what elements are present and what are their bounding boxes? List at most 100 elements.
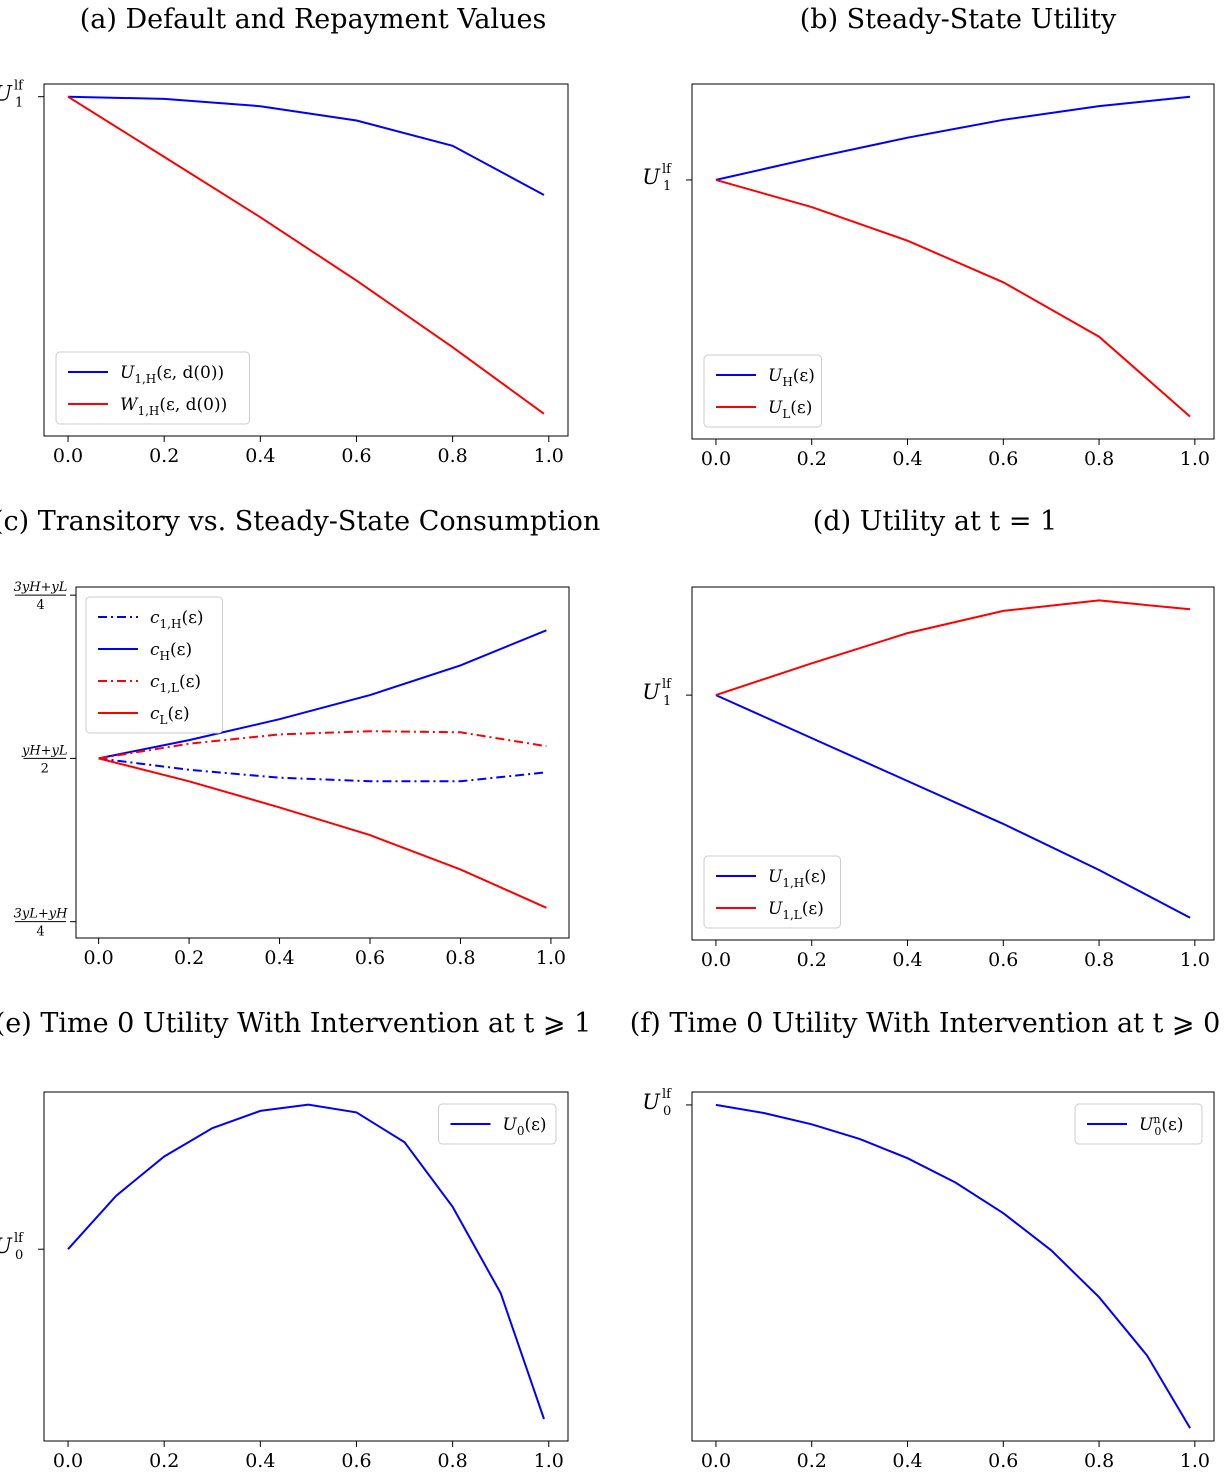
- legend-entry: W1,H(ε, d(0)): [120, 395, 227, 418]
- x-tick-label: 0.6: [355, 947, 385, 969]
- series-line: [715, 95, 1191, 181]
- legend-entry: UL(ε): [768, 398, 812, 421]
- x-tick-label: 0.4: [892, 448, 922, 470]
- x-tick-label: 0.0: [701, 448, 731, 470]
- x-tick-label: 0.6: [341, 445, 371, 467]
- chart-b-title: (b) Steady-State Utility: [799, 4, 1117, 35]
- chart-b: 0.0 0.2 0.4 0.6 0.8 1.0 U lf 1 UH(ε) UL(ε): [642, 83, 1215, 470]
- legend: Un 0(ε): [1074, 1103, 1203, 1145]
- y-tick-label-sup: lf: [14, 79, 24, 94]
- y-tick-label: U: [0, 82, 13, 106]
- svg-text:3yL+yH: 3yL+yH: [14, 907, 68, 922]
- y-tick-label-sub: 0: [663, 1104, 671, 1119]
- legend: UH(ε) UL(ε): [703, 354, 822, 428]
- chart-d-frame: [691, 586, 1215, 941]
- x-tick-label: 0.6: [988, 448, 1018, 470]
- y-tick-label-sub: 1: [663, 694, 671, 709]
- chart-c-title: (c) Transitory vs. Steady-State Consumpt…: [0, 506, 601, 537]
- x-tick-label: 0.4: [892, 949, 922, 971]
- series-line: [715, 1103, 1191, 1429]
- series-line: [98, 629, 547, 760]
- legend-entry: U1,H(ε): [768, 867, 826, 890]
- series-line: [67, 1103, 545, 1420]
- y-tick-label: U: [642, 1090, 661, 1114]
- x-tick-label: 1.0: [1180, 1450, 1210, 1472]
- x-tick-label: 0.0: [701, 949, 731, 971]
- x-tick-label: 1.0: [534, 445, 564, 467]
- chart-c-frame: [75, 586, 570, 939]
- chart-e-title: (e) Time 0 Utility With Intervention at …: [0, 1008, 592, 1039]
- y-tick-label: U: [642, 680, 661, 704]
- chart-a-frame: [43, 83, 569, 437]
- svg-text:2: 2: [41, 761, 49, 776]
- x-tick-label: 0.8: [1084, 448, 1114, 470]
- chart-c: 0.0 0.2 0.4 0.6 0.8 1.0 3yH+yL 4 yH+yL 2 3yL+yH 4 c1…: [14, 580, 570, 969]
- series-line: [715, 599, 1191, 697]
- y-tick-label: 3yL+yH 4: [14, 907, 68, 940]
- x-tick-label: 1.0: [534, 1450, 564, 1472]
- x-tick-label: 0.2: [797, 949, 827, 971]
- x-tick-label: 0.6: [988, 1450, 1018, 1472]
- legend: U1,H(ε, d(0)) W1,H(ε, d(0)): [55, 351, 250, 425]
- series-line: [715, 178, 1191, 418]
- x-tick-label: 0.8: [1084, 1450, 1114, 1472]
- x-tick-label: 0.2: [149, 1450, 179, 1472]
- x-tick-label: 0.2: [174, 947, 204, 969]
- x-tick-label: 0.8: [438, 1450, 468, 1472]
- x-tick-label: 0.6: [988, 949, 1018, 971]
- chart-e: 0.0 0.2 0.4 0.6 0.8 1.0 Ulf 0 U0(ε): [0, 1091, 569, 1472]
- y-tick-label-sup: lf: [662, 162, 672, 177]
- x-tick-label: 0.0: [701, 1450, 731, 1472]
- legend-entry: U1,H(ε, d(0)): [120, 363, 224, 386]
- chart-a: 0.0 0.2 0.4 0.6 0.8 1.0 Ulf 1 U1,H(ε, d(0)) W1,H(…: [0, 79, 569, 467]
- series-line: [715, 694, 1191, 919]
- x-tick-label: 0.2: [797, 448, 827, 470]
- chart-d: 0.0 0.2 0.4 0.6 0.8 1.0 U lf 1 U1,H(ε) U1,L(ε): [642, 586, 1215, 971]
- svg-text:4: 4: [36, 598, 44, 613]
- x-tick-label: 0.2: [797, 1450, 827, 1472]
- y-tick-label-sup: lf: [14, 1231, 24, 1246]
- legend-box: [438, 1103, 557, 1145]
- y-tick-label: 3yH+yL 4: [14, 580, 68, 613]
- x-tick-label: 0.4: [245, 445, 275, 467]
- series-line: [98, 757, 547, 909]
- legend-entry: cL(ε): [150, 704, 190, 727]
- legend: U1,H(ε) U1,L(ε): [703, 855, 841, 929]
- series-line: [98, 730, 547, 760]
- x-tick-label: 0.4: [264, 947, 294, 969]
- chart-a-title: (a) Default and Repayment Values: [79, 4, 547, 35]
- x-tick-label: 0.8: [445, 947, 475, 969]
- y-tick-label: U: [642, 165, 661, 189]
- legend-entry: UH(ε): [768, 366, 815, 389]
- chart-f-title: (f) Time 0 Utility With Intervention at …: [629, 1008, 1221, 1039]
- x-tick-label: 1.0: [1180, 448, 1210, 470]
- svg-text:yH+yL: yH+yL: [21, 743, 68, 758]
- x-tick-label: 0.0: [53, 1450, 83, 1472]
- y-tick-label-sub: 1: [663, 179, 671, 194]
- y-tick-label: yH+yL 2: [21, 743, 68, 776]
- series-line: [67, 95, 545, 196]
- x-tick-label: 1.0: [1180, 949, 1210, 971]
- x-tick-label: 0.6: [341, 1450, 371, 1472]
- chart-e-frame: [43, 1091, 569, 1442]
- x-tick-label: 0.2: [149, 445, 179, 467]
- legend-entry: U1,L(ε): [768, 899, 824, 922]
- legend: U0(ε): [438, 1103, 557, 1145]
- x-tick-label: 0.4: [245, 1450, 275, 1472]
- legend-box: [55, 351, 250, 425]
- legend-entry: c1,H(ε): [150, 608, 204, 631]
- legend-entry: c1,L(ε): [150, 672, 201, 695]
- legend-entry: U0(ε): [503, 1115, 547, 1138]
- y-tick-label: U: [0, 1234, 13, 1258]
- svg-text:3yH+yL: 3yH+yL: [14, 580, 68, 595]
- legend-box: [1074, 1103, 1203, 1145]
- legend-entry: Un 0(ε): [1139, 1113, 1184, 1138]
- series-line: [98, 757, 547, 783]
- y-tick-label-sup: lf: [662, 1087, 672, 1102]
- chart-f: 0.0 0.2 0.4 0.6 0.8 1.0 U lf 0 Un 0(ε): [642, 1087, 1215, 1472]
- chart-b-frame: [691, 83, 1215, 440]
- x-tick-label: 1.0: [536, 947, 566, 969]
- legend-box: [703, 855, 841, 929]
- y-tick-label-sub: 1: [15, 96, 23, 111]
